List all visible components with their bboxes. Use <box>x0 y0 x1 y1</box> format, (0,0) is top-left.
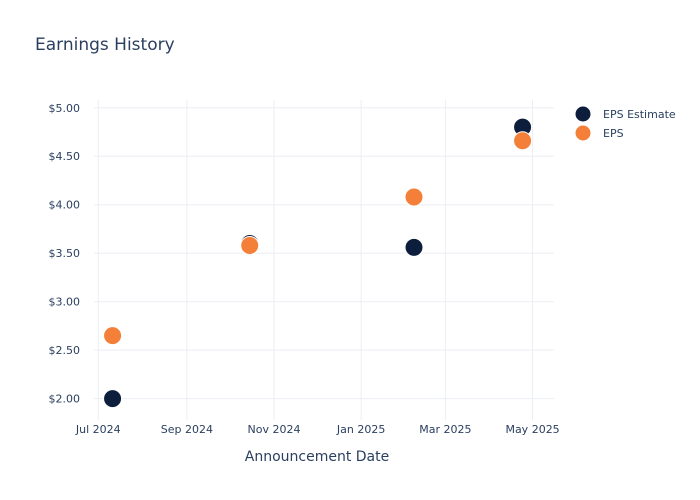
x-tick-label: Jan 2025 <box>336 423 385 436</box>
data-point-eps[interactable] <box>404 187 424 207</box>
data-points <box>103 117 533 409</box>
data-point-eps-estimate[interactable] <box>404 237 424 257</box>
y-tick-label: $3.00 <box>49 296 81 309</box>
chart-title: Earnings History <box>35 35 175 55</box>
y-tick-label: $4.50 <box>49 150 81 163</box>
x-tick-label: May 2025 <box>505 423 559 436</box>
x-tick-label: Nov 2024 <box>248 423 301 436</box>
gridlines <box>94 100 554 420</box>
x-axis-ticks: Jul 2024 Sep 2024 Nov 2024 Jan 2025 Mar 2025… <box>75 423 560 436</box>
legend-item-eps-estimate[interactable]: EPS Estimate <box>574 105 676 123</box>
data-point-eps[interactable] <box>240 235 260 255</box>
legend-marker <box>574 124 592 142</box>
legend-item-eps[interactable]: EPS <box>574 124 624 142</box>
y-tick-label: $2.50 <box>49 344 81 357</box>
x-tick-label: Jul 2024 <box>75 423 121 436</box>
legend-label: EPS <box>603 127 624 140</box>
x-axis-title: Announcement Date <box>245 449 389 465</box>
x-tick-label: Mar 2025 <box>419 423 471 436</box>
legend[interactable]: EPS Estimate EPS <box>574 105 676 142</box>
legend-label: EPS Estimate <box>603 108 676 121</box>
y-axis-ticks: $2.00 $2.50 $3.00 $3.50 $4.00 $4.50 $5.00 <box>49 102 81 406</box>
y-tick-label: $4.00 <box>49 199 81 212</box>
data-point-eps-estimate[interactable] <box>103 389 123 409</box>
data-point-eps[interactable] <box>103 326 123 346</box>
legend-marker <box>574 105 592 123</box>
y-tick-label: $3.50 <box>49 247 81 260</box>
x-tick-label: Sep 2024 <box>161 423 213 436</box>
y-tick-label: $2.00 <box>49 393 81 406</box>
data-point-eps[interactable] <box>513 131 533 151</box>
y-tick-label: $5.00 <box>49 102 81 115</box>
